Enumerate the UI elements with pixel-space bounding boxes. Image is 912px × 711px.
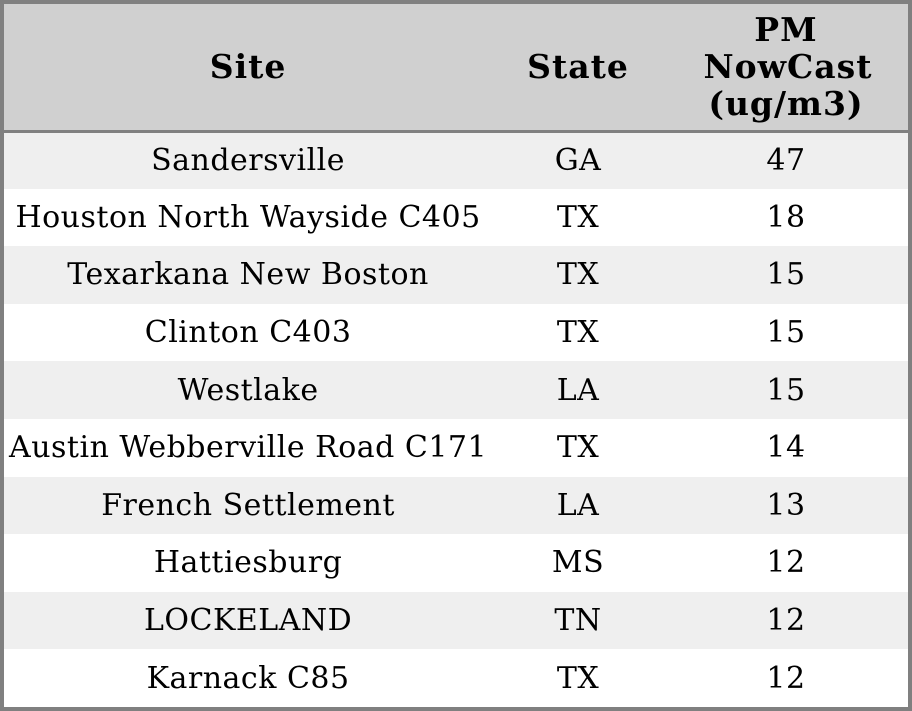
cell-state: MS	[551, 545, 605, 581]
cell-pm-value: 18	[766, 199, 806, 235]
table-row: Westlake LA 15	[4, 361, 908, 419]
header-row: Site State PM NowCast (ug/m3)	[4, 4, 908, 133]
column-header-state: State	[492, 4, 664, 133]
pm-header-label: PM NowCast (ug/m3)	[703, 10, 873, 124]
table-body: Sandersville GA 47 Houston North Wayside…	[4, 131, 908, 707]
cell-state: LA	[556, 487, 600, 523]
cell-pm-value: 15	[766, 372, 806, 408]
cell-site: LOCKELAND	[143, 603, 353, 639]
table-row: Karnack C85 TX 12	[4, 649, 908, 707]
cell-pm-value: 13	[766, 487, 806, 523]
cell-state: TX	[556, 257, 600, 293]
table-row: Hattiesburg MS 12	[4, 534, 908, 592]
cell-state: TN	[554, 603, 602, 639]
cell-state: LA	[556, 372, 600, 408]
cell-state: TX	[556, 430, 600, 466]
cell-state: TX	[556, 199, 600, 235]
table-header: Site State PM NowCast (ug/m3)	[4, 4, 908, 133]
cell-pm-value: 47	[766, 143, 806, 179]
cell-pm-value: 15	[766, 257, 806, 293]
cell-site: Clinton C403	[144, 315, 352, 351]
cell-state: TX	[556, 315, 600, 351]
column-header-site: Site	[4, 4, 493, 133]
cell-site: Austin Webberville Road C171	[9, 430, 488, 466]
table-row: Sandersville GA 47	[4, 131, 908, 189]
cell-site: Karnack C85	[146, 660, 350, 696]
table-row: Clinton C403 TX 15	[4, 303, 908, 362]
table-row: LOCKELAND TN 12	[4, 591, 908, 650]
cell-pm-value: 12	[766, 660, 806, 696]
table-row: French Settlement LA 13	[4, 476, 908, 535]
cell-site: French Settlement	[101, 487, 395, 523]
cell-state: TX	[556, 660, 600, 696]
table-row: Texarkana New Boston TX 15	[4, 246, 908, 304]
cell-pm-value: 12	[766, 603, 806, 639]
column-header-pm-nowcast: PM NowCast (ug/m3)	[663, 4, 908, 133]
cell-site: Texarkana New Boston	[67, 257, 429, 293]
cell-pm-value: 12	[766, 545, 806, 581]
table-row: Austin Webberville Road C171 TX 14	[4, 418, 908, 477]
cell-pm-value: 15	[766, 315, 806, 351]
table-row: Houston North Wayside C405 TX 18	[4, 188, 908, 247]
cell-site: Sandersville	[151, 143, 346, 179]
pm-nowcast-table: Site State PM NowCast (ug/m3) Sandersvil…	[4, 4, 908, 707]
cell-pm-value: 14	[766, 430, 806, 466]
cell-site: Westlake	[177, 372, 319, 408]
cell-site: Hattiesburg	[153, 545, 343, 581]
cell-site: Houston North Wayside C405	[15, 199, 481, 235]
cell-state: GA	[554, 143, 602, 179]
